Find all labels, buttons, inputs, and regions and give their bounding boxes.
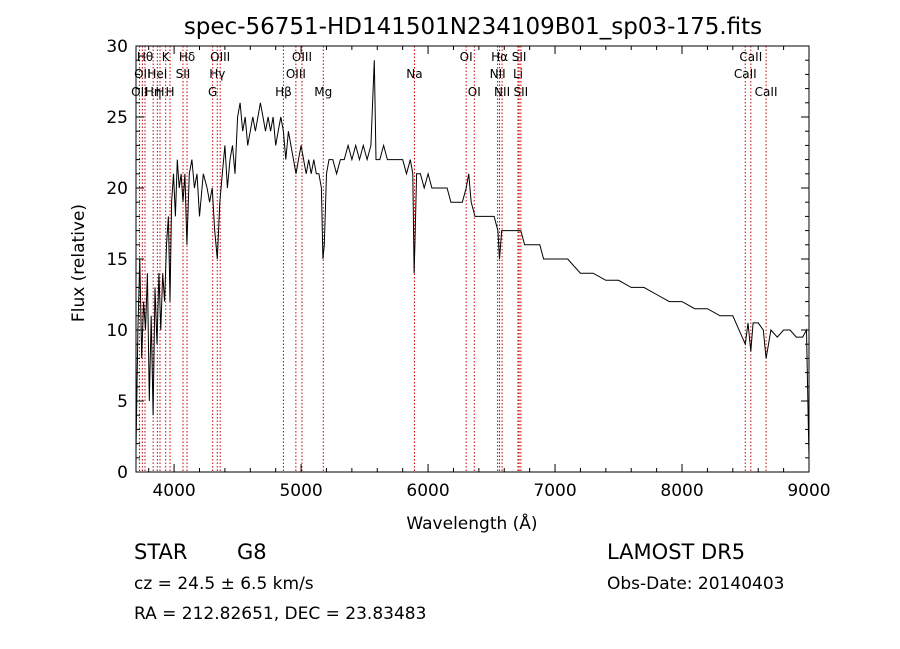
y-tick-label-4: 20 [106, 179, 128, 199]
y-tick-label-6: 30 [106, 37, 128, 57]
y-axis-label: Flux (relative) [69, 204, 89, 322]
plot-frame [135, 45, 810, 473]
x-tick-label-5: 9000 [787, 481, 830, 501]
x-tick-label-1: 5000 [279, 481, 322, 501]
spectral-line-markers [138, 46, 767, 472]
line-label-5: H [155, 85, 164, 99]
x-tick-label-2: 6000 [406, 481, 449, 501]
x-tick-label-0: 4000 [152, 481, 195, 501]
line-label-24: SII [512, 50, 527, 64]
line-label-9: Hδ [179, 50, 195, 64]
line-label-4: HeI [147, 67, 167, 81]
y-tick-label-5: 25 [106, 108, 128, 128]
spectral-line-labels: OIIOIIHθHηHeIHKHSIIHδGHγOIIIHβOIIIOIIIMg… [131, 50, 777, 99]
line-label-27: CaII [739, 50, 762, 64]
redshift-value: cz = 24.5 ± 6.5 km/s [134, 574, 314, 594]
line-label-15: OIII [292, 50, 312, 64]
line-label-11: Hγ [209, 67, 225, 81]
line-label-10: G [208, 85, 217, 99]
line-label-12: OIII [210, 50, 230, 64]
line-label-13: Hβ [275, 85, 292, 99]
line-label-7: H [166, 85, 175, 99]
line-label-1: OII [134, 67, 151, 81]
survey-name: LAMOST DR5 [607, 540, 746, 564]
line-label-22: NII [494, 85, 510, 99]
line-label-16: Mg [314, 85, 332, 99]
line-label-14: OIII [286, 67, 306, 81]
x-axis-label: Wavelength (Å) [406, 512, 537, 534]
line-label-3: Hη [145, 85, 162, 99]
line-label-20: NII [490, 67, 506, 81]
line-label-0: OII [131, 85, 148, 99]
line-label-26: CaII [734, 67, 757, 81]
spectrum-line [135, 60, 810, 458]
line-label-6: K [162, 50, 171, 64]
x-tick-label-4: 8000 [660, 481, 703, 501]
x-axis: 4000 5000 6000 7000 8000 9000 [148, 46, 831, 501]
y-tick-label-2: 10 [106, 321, 128, 341]
y-tick-label-3: 15 [106, 250, 128, 270]
object-subclass: G8 [237, 540, 267, 564]
line-label-28: CaII [755, 85, 778, 99]
line-label-23: Li [513, 67, 523, 81]
y-axis: 0 5 10 15 20 25 30 [106, 37, 809, 483]
line-label-25: SII [514, 85, 529, 99]
x-tick-label-3: 7000 [533, 481, 576, 501]
line-label-21: Hα [491, 50, 508, 64]
line-label-17: Na [406, 67, 422, 81]
observation-date: Obs-Date: 20140403 [607, 574, 785, 594]
coordinates: RA = 212.82651, DEC = 23.83483 [134, 604, 427, 624]
y-tick-label-1: 5 [117, 392, 128, 412]
line-label-19: OI [468, 85, 481, 99]
y-tick-label-0: 0 [117, 463, 128, 483]
line-label-8: SII [176, 67, 191, 81]
line-label-2: Hθ [137, 50, 153, 64]
object-class: STAR [134, 540, 188, 564]
line-label-18: OI [460, 50, 473, 64]
chart-title: spec-56751-HD141501N234109B01_sp03-175.f… [184, 14, 762, 40]
